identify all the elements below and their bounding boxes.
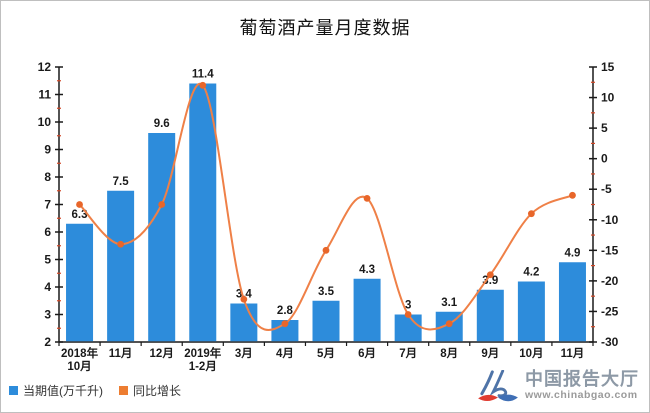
- bar-value-label: 3.1: [441, 297, 458, 309]
- line-marker: [445, 320, 453, 328]
- right-axis-tick-label: -5: [601, 182, 612, 196]
- line-marker: [199, 81, 207, 89]
- legend-label-line-series: 同比增长: [133, 384, 182, 398]
- bar-value-label: 2.8: [277, 305, 294, 317]
- line-marker: [569, 191, 576, 199]
- x-axis-category-label: 4月: [276, 347, 294, 360]
- bar: [107, 190, 135, 342]
- right-axis-tick-label: -20: [601, 274, 619, 288]
- x-axis-category-label: 5月: [317, 347, 335, 360]
- right-axis-tick-label: -10: [601, 213, 619, 227]
- bar-value-label: 3.4: [236, 289, 253, 301]
- left-axis-tick-label: 5: [44, 253, 51, 267]
- x-axis-category-label: 9月: [481, 347, 499, 360]
- right-axis-tick-label: 10: [601, 91, 615, 105]
- watermark: 中国报告大厅 www.chinabgao.com: [477, 370, 639, 406]
- right-axis-tick-label: 15: [601, 60, 615, 74]
- left-axis-tick-label: 10: [38, 115, 52, 129]
- bar-value-label: 3.9: [482, 275, 498, 287]
- watermark-url: www.chinabgao.com: [525, 389, 638, 401]
- x-axis-category-label: 6月: [358, 347, 376, 360]
- left-axis-tick-label: 6: [44, 225, 51, 239]
- bar: [353, 278, 381, 342]
- x-axis-category-label: 12月: [150, 347, 174, 360]
- left-axis-tick-label: 2: [44, 335, 51, 349]
- bar-value-label: 3.5: [318, 286, 335, 298]
- left-axis-tick-label: 9: [44, 143, 51, 157]
- chinabgao-logo-icon: [478, 370, 518, 402]
- line-marker: [117, 240, 125, 248]
- x-axis-category-label: 10月: [519, 347, 543, 360]
- left-axis-tick-label: 12: [38, 60, 52, 74]
- x-axis-category-label: 2019年: [184, 346, 222, 360]
- bar: [148, 133, 176, 342]
- left-axis-tick-label: 4: [44, 280, 51, 294]
- legend-swatch-line-series: [119, 386, 128, 395]
- x-axis-category-label: 10月: [67, 360, 91, 373]
- x-axis-category-label: 11月: [561, 347, 585, 360]
- right-axis-tick-label: 0: [601, 152, 608, 166]
- bar: [558, 262, 586, 342]
- bar: [66, 223, 94, 342]
- bar: [271, 320, 299, 342]
- legend-swatch-bar-series: [9, 386, 18, 395]
- line-marker: [281, 320, 289, 328]
- x-axis-category-label: 7月: [399, 347, 417, 360]
- legend-item-yoy-growth: 同比增长: [119, 382, 181, 399]
- legend-item-current-value: 当期值(万千升): [9, 382, 103, 399]
- right-axis-tick-label: 5: [601, 121, 608, 135]
- left-axis-tick-label: 7: [44, 198, 51, 212]
- x-axis-category-label: 11月: [109, 347, 133, 360]
- bar-value-label: 6.3: [72, 209, 88, 221]
- bar: [189, 83, 217, 342]
- legend: 当期值(万千升) 同比增长: [9, 382, 181, 399]
- yoy-growth-line: [78, 82, 573, 331]
- line-marker: [527, 210, 535, 218]
- line-marker: [240, 295, 248, 303]
- bar-value-label: 4.9: [564, 247, 580, 259]
- bar-value-label: 4.2: [523, 267, 539, 279]
- watermark-text: 中国报告大厅 www.chinabgao.com: [525, 370, 639, 401]
- x-axis-category-label: 8月: [440, 347, 458, 360]
- bar: [230, 303, 258, 342]
- right-axis-tick-label: -30: [601, 335, 619, 349]
- line-marker: [76, 201, 83, 208]
- line-marker: [404, 311, 412, 318]
- bar-value-label: 7.5: [113, 176, 130, 188]
- left-axis-tick-label: 8: [44, 170, 51, 184]
- bar-value-label: 3: [405, 300, 411, 312]
- left-axis-tick-label: 3: [44, 308, 51, 322]
- line-marker: [158, 201, 166, 208]
- bar: [517, 281, 545, 342]
- bar-value-label: 4.3: [359, 264, 375, 276]
- watermark-name: 中国报告大厅: [525, 369, 639, 389]
- bar-value-label: 9.6: [154, 118, 170, 130]
- bar: [394, 314, 422, 342]
- left-axis-tick-label: 11: [38, 88, 51, 102]
- right-axis-tick-label: -15: [601, 243, 619, 257]
- line-marker: [363, 194, 371, 202]
- x-axis-category-label: 1-2月: [189, 360, 217, 373]
- right-axis-tick-label: -25: [601, 304, 619, 318]
- line-marker: [486, 271, 494, 279]
- x-axis-category-label: 3月: [235, 347, 253, 360]
- bar: [312, 300, 340, 342]
- legend-label-bar-series: 当期值(万千升): [23, 384, 103, 398]
- x-axis-category-label: 2018年: [61, 346, 99, 360]
- chart-title: 葡萄酒产量月度数据: [239, 18, 411, 38]
- bar-value-label: 11.4: [192, 69, 214, 81]
- line-marker: [322, 246, 330, 254]
- bar: [476, 289, 504, 342]
